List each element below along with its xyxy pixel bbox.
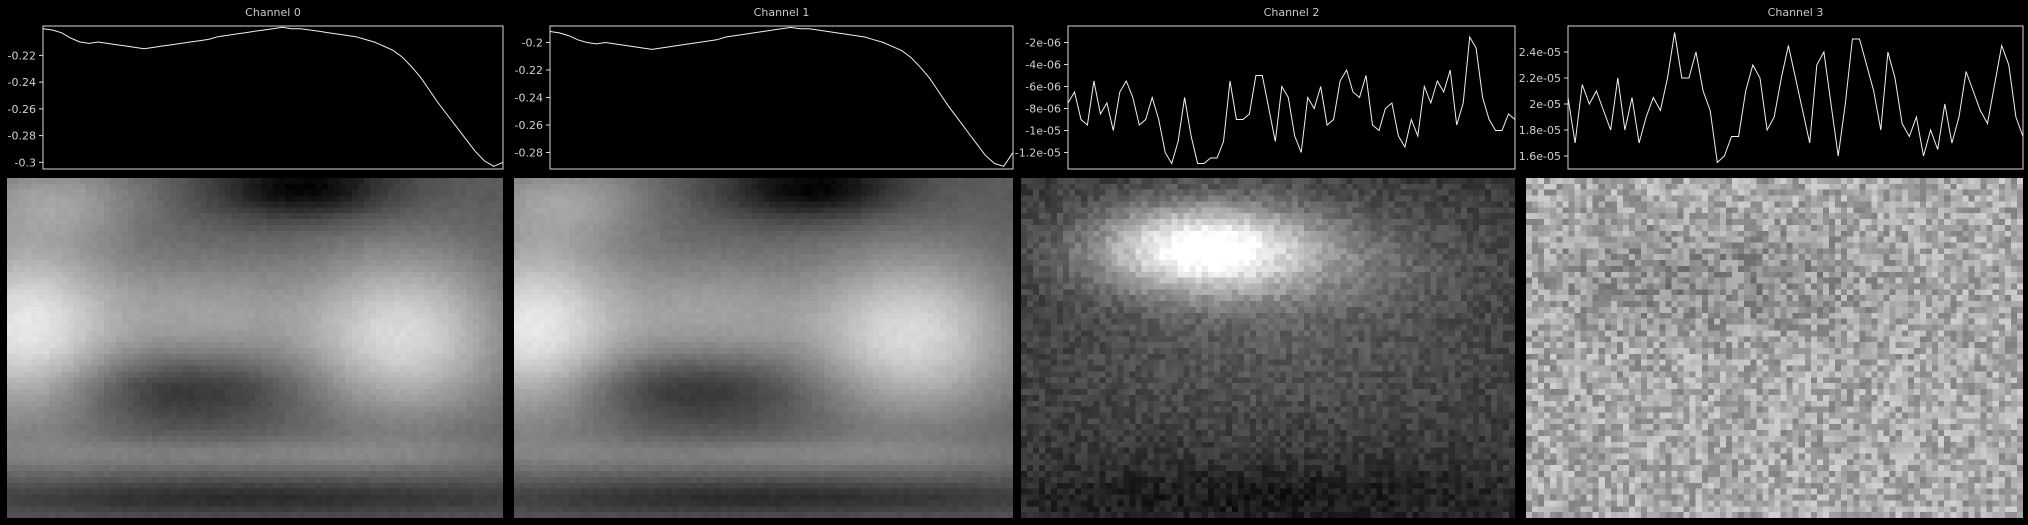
channel-0-title: Channel 0 [245, 6, 301, 19]
channel-1-title: Channel 1 [753, 6, 810, 19]
channel-2-y-tick-label: -1e-05 [1025, 125, 1061, 138]
channel-1-panel: Channel 1 -0.2 -0.22 -0.24 -0.26 -0.28 [510, 0, 1020, 525]
channel-3-plot-frame [1567, 25, 2024, 170]
channel-0-y-tick-label: -0.24 [8, 76, 36, 89]
channel-2-y-tick-label: -8e-06 [1025, 103, 1061, 116]
channel-1-y-tick-label: -0.26 [515, 119, 543, 132]
channel-2-title: Channel 2 [1263, 6, 1320, 19]
channel-2-series-line [1067, 35, 1516, 165]
channel-2-panel: Channel 2 -2e-06 -4e-06 -6e-06 -8e-06 -1e-05… [1015, 0, 1525, 525]
channel-0-y-tick-label: -0.28 [8, 130, 36, 143]
channel-1-y-tick-label: -0.22 [515, 64, 543, 77]
channel-0-heatmap [7, 178, 503, 518]
channel-0-series-line [42, 26, 504, 167]
channel-3-panel: Channel 3 2.4e-05 2.2e-05 2e-05 1.8e-05 1.6e… [1519, 0, 2028, 525]
channel-1-series-line [549, 26, 1014, 167]
channel-0-plot-frame [42, 25, 504, 170]
channel-3-y-tick-label: 1.6e-05 [1519, 150, 1561, 163]
channel-3-y-tick-label: 1.8e-05 [1519, 124, 1561, 137]
channel-3-title: Channel 3 [1767, 6, 1824, 19]
channel-3-y-tick-label: 2.4e-05 [1519, 46, 1561, 59]
channel-3-series-line [1567, 32, 2024, 164]
channel-1-line-plot: -0.2 -0.22 -0.24 -0.26 -0.28 [515, 25, 1014, 170]
channel-2-heatmap [1021, 178, 1515, 518]
channel-3-y-tick-label: 2.2e-05 [1519, 72, 1561, 85]
channel-0-panel: Channel 0 -0.22 -0.24 -0.26 -0.28 -0.3 [0, 0, 510, 525]
channel-2-y-tick-label: -2e-06 [1025, 37, 1061, 50]
channel-2-y-tick-label: -4e-06 [1025, 59, 1061, 72]
channel-1-plot-frame [549, 25, 1014, 170]
channel-1-heatmap [514, 178, 1013, 518]
channel-1-y-tick-label: -0.24 [515, 92, 543, 105]
channel-1-y-tick-label: -0.2 [522, 37, 543, 50]
channel-2-plot-frame [1067, 25, 1516, 170]
channel-0-y-tick-label: -0.3 [15, 156, 36, 169]
channel-2-y-tick-label: -1.2e-05 [1015, 147, 1061, 160]
channel-1-y-tick-label: -0.28 [515, 147, 543, 160]
channel-0-y-tick-label: -0.22 [8, 49, 36, 62]
channel-3-line-plot: 2.4e-05 2.2e-05 2e-05 1.8e-05 1.6e-05 [1519, 25, 2024, 170]
channel-3-y-tick-label: 2e-05 [1529, 98, 1561, 111]
channel-2-y-tick-label: -6e-06 [1025, 81, 1061, 94]
channel-3-heatmap [1526, 178, 2023, 518]
channel-0-line-plot: -0.22 -0.24 -0.26 -0.28 -0.3 [8, 25, 504, 170]
channel-2-line-plot: -2e-06 -4e-06 -6e-06 -8e-06 -1e-05 -1.2e-05 [1015, 25, 1516, 170]
channel-0-y-tick-label: -0.26 [8, 103, 36, 116]
